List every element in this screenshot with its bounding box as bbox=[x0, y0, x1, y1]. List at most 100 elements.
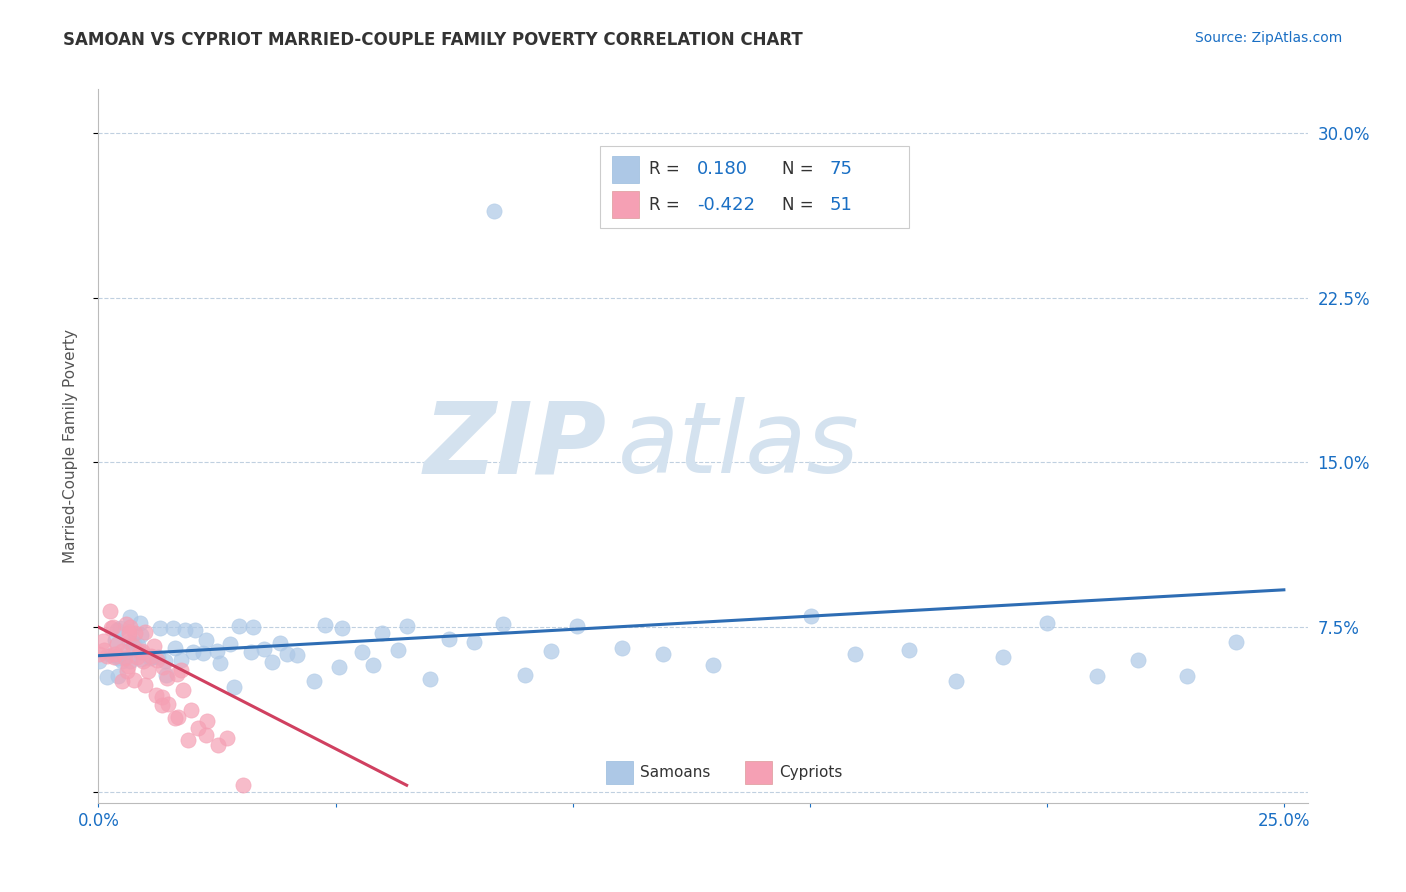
Point bbox=[166, 667, 188, 681]
Point bbox=[103, 650, 125, 665]
Point bbox=[129, 645, 152, 659]
Point bbox=[439, 632, 461, 646]
Point bbox=[209, 656, 232, 670]
Point bbox=[89, 654, 111, 668]
Point bbox=[1035, 615, 1057, 630]
Point bbox=[96, 649, 118, 664]
Point bbox=[108, 622, 131, 636]
Point bbox=[515, 668, 537, 682]
Point bbox=[184, 623, 207, 637]
Point bbox=[120, 610, 142, 624]
Point bbox=[152, 660, 174, 674]
Point bbox=[1087, 669, 1109, 683]
Point bbox=[195, 714, 218, 729]
Point bbox=[314, 617, 336, 632]
Point bbox=[149, 621, 172, 635]
Text: 0.180: 0.180 bbox=[697, 161, 748, 178]
Point bbox=[104, 632, 127, 647]
Point bbox=[187, 721, 209, 735]
Point bbox=[124, 626, 146, 640]
Point bbox=[115, 616, 138, 631]
Point bbox=[111, 673, 134, 688]
Point bbox=[844, 647, 866, 661]
Text: 75: 75 bbox=[830, 161, 853, 178]
Point bbox=[218, 637, 240, 651]
Point bbox=[262, 655, 284, 669]
Point bbox=[217, 731, 239, 746]
Point bbox=[117, 634, 139, 648]
Point bbox=[253, 642, 276, 657]
Point bbox=[1175, 669, 1198, 683]
Point bbox=[134, 678, 156, 692]
Point bbox=[242, 619, 264, 633]
Point bbox=[111, 654, 134, 668]
Point bbox=[1225, 635, 1247, 649]
Point bbox=[285, 648, 308, 663]
Point bbox=[330, 621, 353, 635]
Point bbox=[167, 710, 190, 724]
Point bbox=[150, 690, 173, 704]
Text: N =: N = bbox=[782, 196, 818, 214]
Point bbox=[302, 673, 325, 688]
Point bbox=[101, 619, 124, 633]
Point bbox=[118, 655, 141, 669]
Text: atlas: atlas bbox=[619, 398, 860, 494]
Point bbox=[191, 646, 214, 660]
Text: N =: N = bbox=[782, 161, 818, 178]
Text: R =: R = bbox=[648, 161, 685, 178]
Point bbox=[540, 644, 562, 658]
Point bbox=[361, 658, 384, 673]
Point bbox=[118, 627, 141, 641]
Text: -0.422: -0.422 bbox=[697, 196, 755, 214]
Point bbox=[163, 640, 186, 655]
Text: Cypriots: Cypriots bbox=[779, 764, 842, 780]
Point bbox=[195, 728, 218, 742]
Point bbox=[177, 733, 200, 747]
Point bbox=[170, 653, 193, 667]
Bar bbox=[745, 761, 772, 783]
Point bbox=[120, 620, 142, 634]
Point bbox=[117, 644, 139, 658]
Point bbox=[207, 738, 229, 752]
Point bbox=[100, 648, 122, 663]
Point bbox=[155, 655, 177, 669]
Point bbox=[127, 638, 149, 652]
Point bbox=[170, 663, 193, 677]
Point bbox=[350, 645, 373, 659]
Point bbox=[105, 649, 128, 664]
Bar bbox=[613, 155, 638, 183]
Point bbox=[269, 636, 291, 650]
Point bbox=[419, 672, 441, 686]
Text: 51: 51 bbox=[830, 196, 853, 214]
Point bbox=[145, 689, 167, 703]
Point bbox=[129, 616, 152, 631]
Point bbox=[484, 204, 506, 219]
Point bbox=[181, 645, 204, 659]
Y-axis label: Married-Couple Family Poverty: Married-Couple Family Poverty bbox=[63, 329, 77, 563]
Point bbox=[93, 633, 115, 648]
Point bbox=[172, 683, 194, 698]
Point bbox=[107, 669, 129, 683]
Point bbox=[141, 649, 163, 664]
FancyBboxPatch shape bbox=[600, 146, 908, 228]
Point bbox=[134, 624, 156, 639]
Point bbox=[276, 648, 298, 662]
Point bbox=[131, 644, 153, 658]
Point bbox=[800, 609, 823, 624]
Point bbox=[228, 618, 250, 632]
Point bbox=[150, 698, 173, 713]
Point bbox=[195, 632, 218, 647]
Point bbox=[180, 703, 202, 717]
Point bbox=[100, 621, 122, 635]
Point bbox=[129, 651, 152, 665]
Point bbox=[98, 605, 121, 619]
Point bbox=[205, 644, 228, 658]
Point bbox=[105, 637, 128, 651]
Bar bbox=[613, 191, 638, 219]
Point bbox=[492, 616, 515, 631]
Point bbox=[162, 621, 184, 635]
Point bbox=[136, 664, 159, 678]
Point bbox=[232, 779, 254, 793]
Point bbox=[463, 635, 485, 649]
Point bbox=[652, 647, 675, 661]
